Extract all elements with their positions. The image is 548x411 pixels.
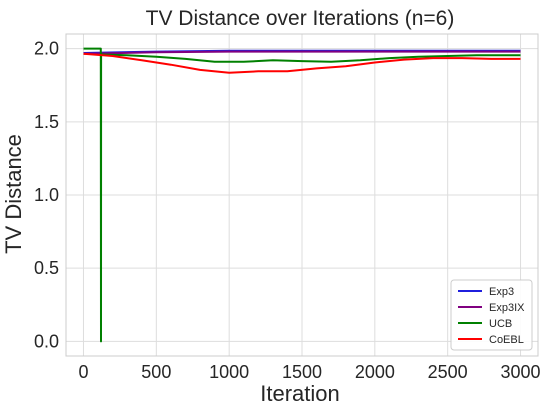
x-axis-label: Iteration bbox=[260, 381, 340, 406]
series-line-exp3ix bbox=[83, 50, 521, 55]
legend-label-exp3: Exp3 bbox=[489, 286, 514, 298]
x-tick-label: 1000 bbox=[209, 362, 249, 382]
y-tick-label: 1.5 bbox=[34, 112, 59, 132]
x-tick-label: 2500 bbox=[428, 362, 468, 382]
grid bbox=[66, 34, 538, 356]
y-tick-label: 0.0 bbox=[34, 331, 59, 351]
series-line-coebl bbox=[83, 52, 521, 74]
y-axis-label: TV Distance bbox=[1, 134, 26, 254]
y-tick-labels: 0.0 0.5 1.0 1.5 2.0 bbox=[34, 39, 59, 352]
x-tick-label: 2000 bbox=[355, 362, 395, 382]
series-layer bbox=[83, 47, 521, 343]
chart-title: TV Distance over Iterations (n=6) bbox=[146, 7, 455, 30]
legend-label-ucb: UCB bbox=[489, 318, 512, 330]
legend-label-exp3ix: Exp3IX bbox=[489, 302, 525, 314]
y-tick-label: 2.0 bbox=[34, 39, 59, 59]
y-tick-label: 1.0 bbox=[34, 185, 59, 205]
plot-frame bbox=[65, 33, 539, 357]
x-tick-label: 0 bbox=[78, 362, 88, 382]
legend-box bbox=[450, 279, 533, 351]
legend-label-coebl: CoEBL bbox=[489, 334, 524, 346]
x-tick-label: 1500 bbox=[282, 362, 322, 382]
x-tick-labels: 0 500 1000 1500 2000 2500 3000 bbox=[78, 362, 540, 382]
x-tick-label: 500 bbox=[141, 362, 171, 382]
y-tick-label: 0.5 bbox=[34, 258, 59, 278]
legend: Exp3 Exp3IX UCB CoEBL bbox=[450, 279, 533, 351]
x-tick-label: 3000 bbox=[500, 362, 540, 382]
